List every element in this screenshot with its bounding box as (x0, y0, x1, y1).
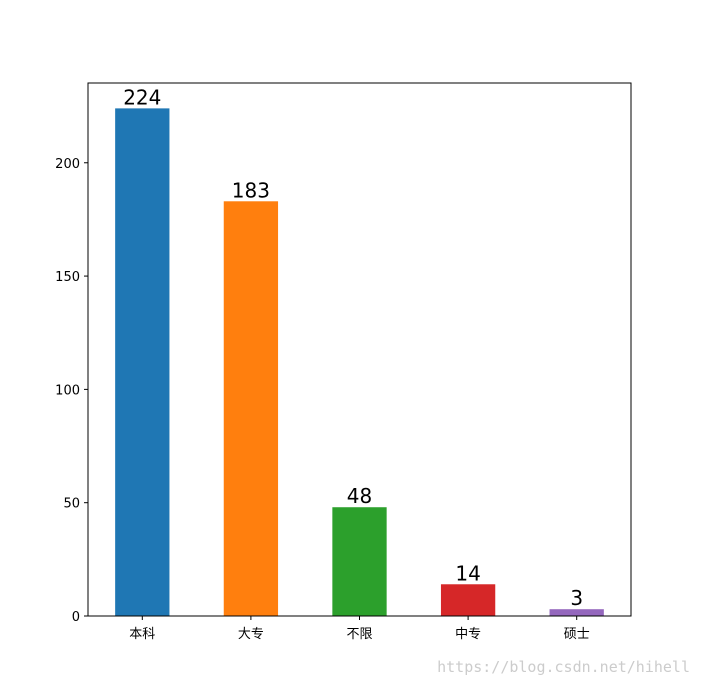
y-tick-label: 0 (72, 610, 80, 625)
value-label: 48 (347, 484, 372, 508)
y-tick-label: 50 (63, 497, 80, 512)
x-tick-label: 中专 (455, 627, 481, 642)
value-label: 3 (570, 586, 583, 610)
y-tick-label: 200 (55, 157, 80, 172)
bar (332, 507, 387, 616)
value-label: 183 (232, 178, 270, 202)
bar (115, 108, 170, 616)
y-tick-label: 100 (55, 383, 80, 398)
x-tick-label: 不限 (346, 627, 372, 642)
x-tick-label: 本科 (129, 627, 155, 642)
axes-frame (87, 82, 632, 617)
watermark: https://blog.csdn.net/hihell (437, 658, 690, 676)
y-tick-label: 150 (55, 270, 80, 285)
value-label: 224 (123, 85, 161, 109)
bar (223, 201, 279, 616)
value-label: 14 (455, 561, 480, 585)
bar (549, 609, 604, 616)
x-tick-label: 大专 (238, 627, 264, 642)
bar (440, 584, 496, 616)
x-tick-label: 硕士 (564, 627, 590, 642)
